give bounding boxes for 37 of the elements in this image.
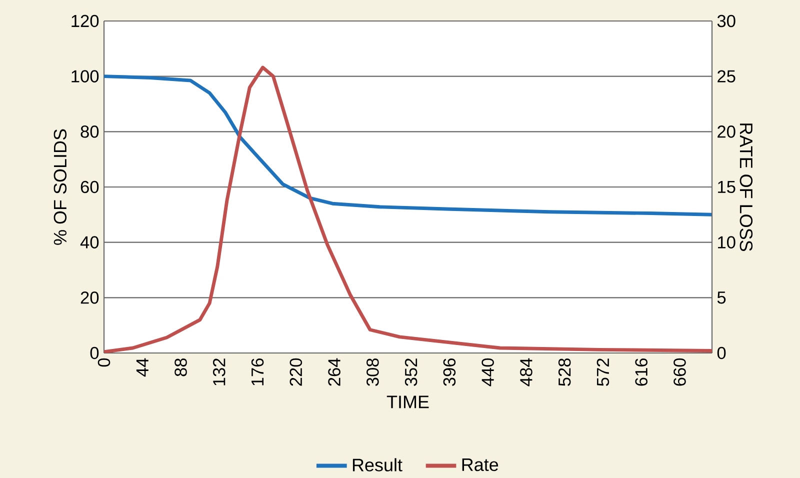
x-tick-label: 0 — [98, 358, 110, 367]
x-tick-label: 176 — [251, 358, 264, 386]
x-tick-label: 308 — [366, 358, 379, 386]
y2-tick-label: 20 — [718, 126, 736, 138]
y2-tick-label: 0 — [717, 346, 726, 360]
y-tick-label: 100 — [72, 70, 99, 82]
x-tick-label: 44 — [136, 358, 148, 377]
y2-tick-label: 30 — [717, 14, 736, 28]
legend-label: Result — [352, 458, 402, 472]
x-tick-label: 396 — [443, 358, 456, 386]
y-tick-label: 20 — [80, 292, 99, 304]
x-tick-label: 616 — [635, 358, 648, 386]
x-tick-label: 88 — [174, 358, 187, 376]
y2-axis-title: RATE OF LOSS — [740, 124, 753, 252]
legend-label: Rate — [462, 458, 498, 472]
y2-tick-label: 15 — [718, 180, 736, 194]
x-tick-label: 440 — [482, 358, 494, 386]
y-tick-label: 120 — [72, 14, 99, 28]
x-tick-label: 132 — [213, 358, 226, 386]
y-tick-label: 40 — [80, 236, 99, 248]
x-tick-label: 264 — [328, 358, 340, 386]
y-tick-label: 80 — [80, 126, 99, 138]
line-series — [104, 66, 712, 353]
y2-tick-label: 5 — [717, 292, 726, 304]
y-axis-title: % OF SOLIDS — [54, 129, 67, 245]
x-tick-label: 660 — [674, 358, 686, 386]
x-axis-title: TIME — [386, 396, 429, 408]
y2-tick-label: 10 — [718, 236, 736, 248]
y2-tick-label: 25 — [718, 70, 736, 82]
y-tick-label: 0 — [90, 346, 99, 360]
y-tick-label: 60 — [80, 180, 99, 194]
line-series — [104, 74, 712, 216]
x-tick-label: 572 — [596, 358, 610, 386]
x-tick-label: 528 — [558, 358, 571, 386]
x-tick-label: 220 — [290, 358, 302, 386]
x-tick-label: 484 — [520, 358, 532, 386]
x-tick-label: 352 — [404, 358, 418, 386]
